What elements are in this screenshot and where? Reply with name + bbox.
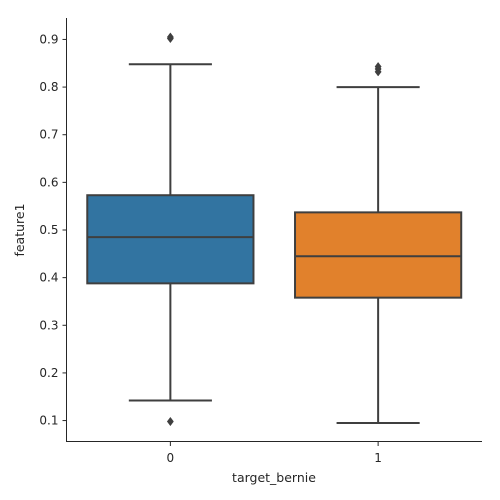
iqr-box: [86, 194, 255, 285]
x-tick-label: 0: [167, 451, 175, 465]
y-axis-label: feature1: [12, 203, 27, 256]
outlier-point: [166, 416, 174, 427]
y-tick-label: 0.3: [39, 318, 58, 332]
y-tick-label: 0.7: [39, 128, 58, 142]
outlier-point: [166, 32, 174, 42]
y-tick-label: 0.1: [39, 414, 58, 428]
y-tick-label: 0.6: [39, 175, 58, 189]
box-group-1: [294, 61, 463, 424]
y-tick-label: 0.4: [39, 271, 58, 285]
boxes-layer: [86, 32, 463, 427]
y-tick-label: 0.5: [39, 223, 58, 237]
box-group-0: [86, 32, 255, 427]
x-tick-label: 1: [374, 451, 382, 465]
y-tick-label: 0.9: [39, 32, 58, 46]
y-tick-label: 0.8: [39, 80, 58, 94]
x-axis-label: target_bernie: [232, 470, 316, 485]
y-tick-label: 0.2: [39, 366, 58, 380]
iqr-box: [294, 211, 463, 299]
ticks-layer: 0.1 0.2 0.3 0.4 0.5 0.6 0.7 0.8 0.9 0 1: [39, 32, 382, 465]
outlier-point: [374, 61, 382, 72]
